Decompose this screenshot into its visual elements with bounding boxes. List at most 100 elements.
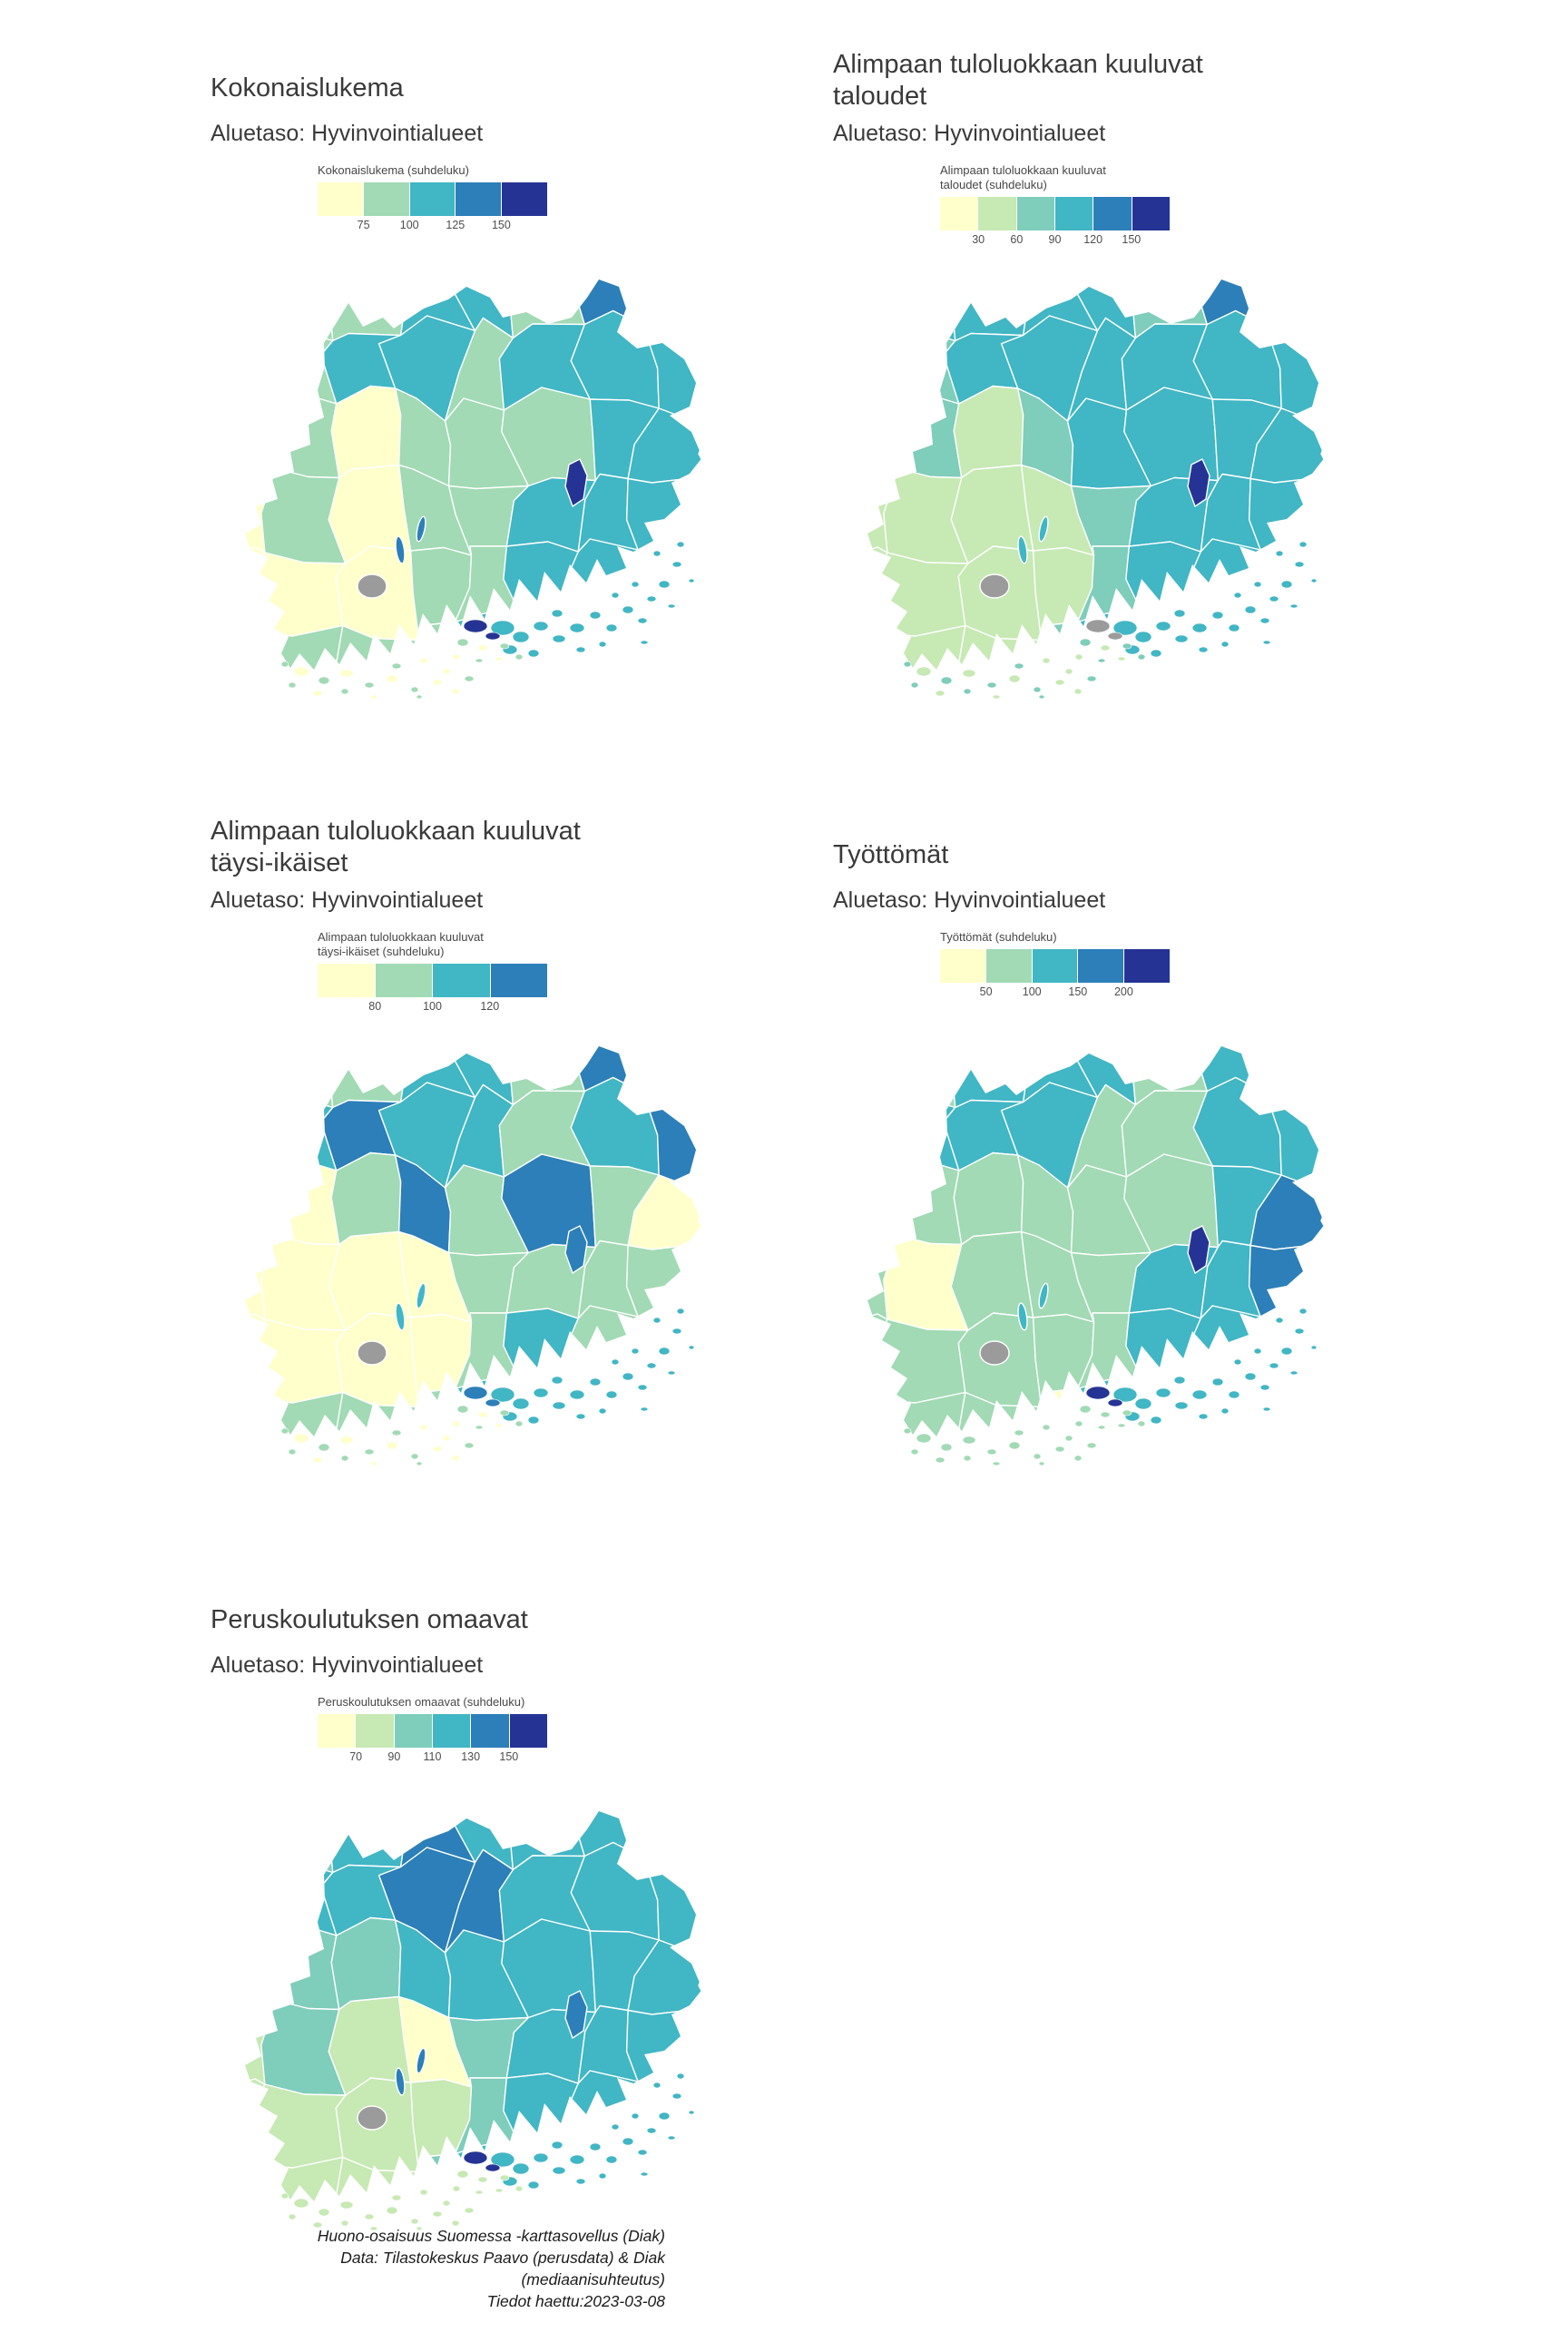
island-southwest[interactable] [293, 666, 309, 677]
island-south[interactable] [514, 2185, 524, 2192]
map-region[interactable] [328, 1039, 415, 1109]
island-southwest[interactable] [442, 668, 451, 675]
map-region[interactable] [262, 1154, 340, 1246]
island-southeast[interactable] [490, 1387, 515, 1403]
island-southeast[interactable] [527, 649, 540, 658]
map-region[interactable] [567, 538, 656, 622]
map-region-sliver[interactable] [1016, 1302, 1028, 1331]
island-southeast[interactable] [569, 2154, 585, 2165]
island-southeast[interactable] [637, 1384, 648, 1391]
island-southwest[interactable] [280, 661, 289, 668]
island-southwest[interactable] [1014, 662, 1024, 670]
island-southeast[interactable] [575, 2178, 586, 2185]
island-southwest[interactable] [416, 694, 423, 700]
island-southeast[interactable] [667, 1370, 676, 1376]
island-southwest[interactable] [386, 674, 398, 683]
map-region[interactable] [238, 338, 284, 402]
island-southeast[interactable] [667, 603, 676, 609]
map-region[interactable] [860, 1378, 905, 1470]
island-southeast[interactable] [1275, 550, 1284, 557]
island-southwest[interactable] [369, 2226, 378, 2231]
map-region-sliver[interactable] [1037, 515, 1050, 543]
map-region[interactable] [951, 1039, 1037, 1109]
map-region[interactable] [238, 272, 284, 343]
island-south[interactable] [475, 1425, 484, 1430]
island-southwest[interactable] [288, 1448, 297, 1455]
island-southwest[interactable] [935, 690, 946, 697]
island-southeast[interactable] [1173, 609, 1186, 618]
map-region[interactable] [1196, 1365, 1279, 1470]
map-region[interactable] [238, 1156, 277, 1248]
island-southeast[interactable] [676, 541, 685, 548]
island-southwest[interactable] [312, 690, 323, 697]
island-southeast[interactable] [589, 2142, 602, 2151]
island-southwest[interactable] [464, 675, 475, 682]
island-southwest[interactable] [1073, 1455, 1083, 1462]
island-southwest[interactable] [391, 2194, 402, 2201]
map-region[interactable] [885, 624, 985, 704]
island-south[interactable] [1074, 1420, 1083, 1427]
island-southwest[interactable] [910, 1448, 919, 1455]
map-region[interactable] [409, 546, 473, 642]
island-southeast[interactable] [688, 2110, 695, 2115]
map-region[interactable] [238, 1921, 277, 2013]
island-southeast[interactable] [637, 2149, 648, 2156]
island-southwest[interactable] [464, 1442, 475, 1449]
island-southeast[interactable] [1220, 1407, 1230, 1415]
island-southeast[interactable] [688, 578, 695, 583]
island-southeast[interactable] [640, 640, 649, 645]
island-southeast[interactable] [1262, 1406, 1271, 1412]
island-southeast[interactable] [1244, 1372, 1257, 1381]
island-southeast[interactable] [1174, 634, 1189, 643]
map-region-east-highlight[interactable] [564, 458, 588, 507]
island-south[interactable] [477, 1411, 488, 1418]
island-southeast[interactable] [1150, 649, 1162, 658]
island-southeast[interactable] [1198, 1413, 1209, 1420]
island-southeast[interactable] [589, 611, 602, 620]
island-southwest[interactable] [318, 1443, 330, 1452]
island-southwest[interactable] [419, 1424, 428, 1431]
island-southwest[interactable] [318, 676, 330, 685]
island-south[interactable] [1117, 1423, 1126, 1428]
island-south-highlight[interactable] [485, 632, 501, 641]
map-region[interactable] [262, 1391, 362, 1471]
map-region[interactable] [238, 389, 277, 481]
island-southwest[interactable] [916, 1433, 932, 1444]
map-region[interactable] [1196, 598, 1279, 703]
island-southwest[interactable] [935, 1456, 946, 1464]
island-southeast[interactable] [569, 622, 585, 633]
map-region[interactable] [1032, 1313, 1095, 1408]
island-southeast[interactable] [533, 621, 549, 632]
island-southwest[interactable] [416, 2226, 423, 2231]
island-southwest[interactable] [1033, 686, 1042, 693]
island-southeast[interactable] [658, 1347, 671, 1356]
island-south[interactable] [456, 638, 469, 647]
map-region[interactable] [860, 546, 888, 635]
island-south-highlight[interactable] [1085, 1386, 1111, 1400]
island-south[interactable] [475, 658, 484, 663]
island-southwest[interactable] [340, 1455, 349, 1462]
map-region[interactable] [885, 1391, 985, 1471]
map-region-east-highlight[interactable] [1187, 458, 1210, 507]
map-region-nodata[interactable] [357, 1340, 387, 1366]
island-southeast[interactable] [533, 1387, 549, 1398]
island-south[interactable] [1079, 1405, 1092, 1414]
map-region[interactable] [625, 1241, 705, 1319]
island-south-highlight[interactable] [485, 1398, 501, 1407]
island-southeast[interactable] [1155, 621, 1171, 632]
map-region[interactable] [1255, 1381, 1328, 1471]
island-southwest[interactable] [369, 694, 378, 700]
island-southeast[interactable] [1269, 595, 1279, 603]
island-southeast[interactable] [631, 2112, 640, 2120]
island-southeast[interactable] [1198, 646, 1209, 653]
island-southeast[interactable] [1112, 620, 1138, 636]
island-southeast[interactable] [1211, 1377, 1224, 1387]
island-south[interactable] [1097, 658, 1106, 663]
island-southeast[interactable] [575, 1413, 586, 1420]
island-southwest[interactable] [1064, 1435, 1073, 1442]
map-region[interactable] [1255, 614, 1328, 704]
island-southeast[interactable] [1289, 1370, 1298, 1376]
island-southeast[interactable] [1269, 1362, 1279, 1369]
island-southwest[interactable] [416, 1461, 423, 1466]
island-southeast[interactable] [512, 2162, 530, 2175]
